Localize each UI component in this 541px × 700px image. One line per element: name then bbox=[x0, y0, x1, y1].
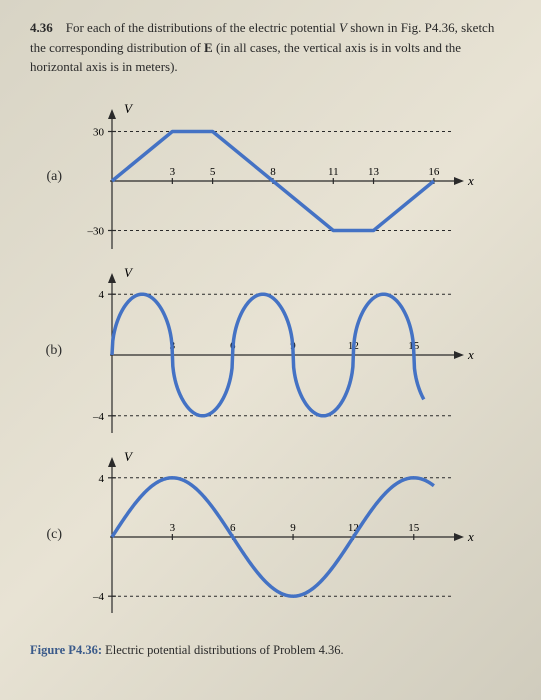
chart-b-row: (b) 4–43691215Vx bbox=[30, 261, 511, 441]
charts-container: (a) 30–30358111316Vx (b) 4–43691215Vx (c… bbox=[30, 97, 511, 625]
svg-text:3: 3 bbox=[170, 522, 176, 534]
svg-text:–4: –4 bbox=[92, 410, 105, 422]
chart-a-svg: 30 –30 3 5 8 11 13 16 Vx bbox=[70, 97, 511, 257]
svg-text:5: 5 bbox=[210, 166, 216, 178]
svg-text:x: x bbox=[467, 173, 474, 188]
svg-text:V: V bbox=[124, 449, 134, 464]
svg-text:–30: –30 bbox=[87, 225, 105, 237]
svg-text:x: x bbox=[467, 529, 474, 544]
figure-caption: Figure P4.36: Electric potential distrib… bbox=[30, 643, 511, 658]
svg-text:V: V bbox=[124, 101, 134, 116]
chart-a-row: (a) 30 –30 3 5 8 11 13 16 Vx bbox=[30, 97, 511, 257]
svg-text:8: 8 bbox=[270, 166, 276, 178]
caption-text: Electric potential distributions of Prob… bbox=[102, 643, 344, 657]
chart-a-label: (a) bbox=[30, 169, 70, 185]
problem-statement: 4.36 For each of the distributions of th… bbox=[30, 18, 511, 77]
symbol-V: V bbox=[339, 20, 347, 35]
svg-text:13: 13 bbox=[368, 166, 380, 178]
svg-text:3: 3 bbox=[170, 166, 176, 178]
chart-c-row: (c) 4–43691215Vx bbox=[30, 445, 511, 625]
svg-text:15: 15 bbox=[408, 522, 420, 534]
svg-text:16: 16 bbox=[428, 166, 440, 178]
svg-text:4: 4 bbox=[99, 289, 105, 301]
svg-text:x: x bbox=[467, 347, 474, 362]
chart-b-label: (b) bbox=[30, 343, 70, 359]
svg-text:30: 30 bbox=[93, 126, 105, 138]
svg-text:–4: –4 bbox=[92, 591, 105, 603]
chart-c-svg: 4–43691215Vx bbox=[70, 445, 511, 625]
chart-b-svg: 4–43691215Vx bbox=[70, 261, 511, 441]
chart-c-label: (c) bbox=[30, 527, 70, 543]
problem-number: 4.36 bbox=[30, 20, 53, 35]
problem-text-1: For each of the distributions of the ele… bbox=[66, 20, 339, 35]
svg-text:V: V bbox=[124, 265, 134, 280]
svg-text:11: 11 bbox=[328, 166, 339, 178]
symbol-E: E bbox=[204, 40, 213, 55]
svg-text:9: 9 bbox=[290, 522, 296, 534]
caption-title: Figure P4.36: bbox=[30, 643, 102, 657]
svg-text:4: 4 bbox=[99, 472, 105, 484]
